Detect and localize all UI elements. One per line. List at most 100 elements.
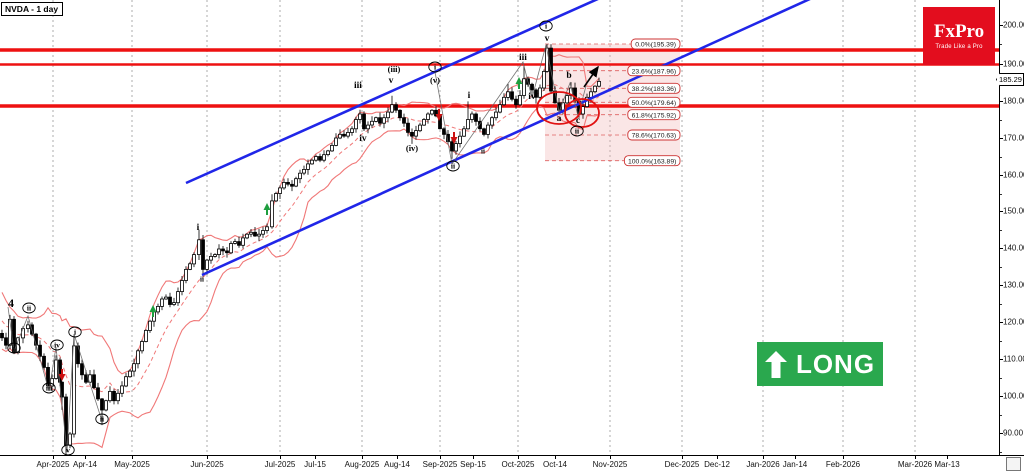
price-axis-tick	[1000, 285, 1003, 286]
candle-body	[26, 324, 30, 329]
price-axis-label: 150.00	[1003, 206, 1024, 216]
candle-body	[414, 130, 418, 137]
candle-body	[120, 385, 124, 394]
candle-body	[581, 106, 585, 115]
candle-body	[306, 163, 310, 170]
candle-body	[278, 187, 282, 194]
candle-body	[538, 87, 542, 98]
candle-body	[374, 117, 378, 122]
candle-body	[330, 144, 334, 152]
wave-label: 4	[8, 296, 14, 310]
fib-level-label-box[interactable]	[627, 82, 681, 94]
highlight-ellipse	[564, 98, 600, 128]
price-axis-tick	[1000, 211, 1003, 212]
candle-body	[217, 248, 221, 255]
price-axis-minor-tick	[1000, 340, 1002, 342]
price-chart[interactable]: 0.0%(195.39) 23.6%(187.96) 38.2%(183.36) 50…	[0, 0, 999, 455]
time-axis-tick	[843, 456, 844, 459]
price-axis-label: 190.00	[1003, 59, 1024, 69]
time-axis-label: Dec-2025	[664, 460, 700, 469]
axis-corner-widget[interactable]	[1006, 457, 1021, 471]
buy-arrow-icon	[515, 77, 523, 84]
sell-arrow-icon	[58, 374, 66, 381]
price-axis-label: 120.00	[1003, 317, 1024, 327]
wave-label-circle	[428, 61, 442, 73]
time-axis-label: Jan-14	[782, 460, 808, 469]
candle-body	[565, 95, 569, 104]
time-axis-label: Mar-13	[934, 460, 960, 469]
candle-body	[434, 109, 438, 117]
fib-level-label-box[interactable]	[627, 129, 681, 141]
fib-level-label: 23.6%(187.96)	[632, 68, 677, 75]
trend-channel-line[interactable]	[201, 0, 812, 277]
time-axis-tick	[555, 456, 556, 459]
candle-body	[21, 328, 25, 339]
price-axis[interactable]: 200.00 190.00 180.00 170.00 160.00 150.00 140.…	[999, 0, 1024, 455]
candle-body	[80, 363, 84, 376]
candle-body	[498, 104, 502, 113]
trend-channel-line[interactable]	[185, 0, 600, 185]
time-axis-label: Nov-2025	[592, 460, 628, 469]
time-axis-tick	[132, 456, 133, 459]
wave-label: c	[576, 116, 580, 126]
price-axis-minor-tick	[1000, 266, 1002, 268]
candle-body	[249, 231, 253, 235]
candle-body	[100, 398, 104, 411]
candle-body	[346, 131, 350, 137]
candle-body	[140, 341, 144, 352]
wave-label: iii	[46, 384, 52, 393]
candle-body	[398, 109, 402, 119]
candle-body	[156, 305, 160, 313]
candle-body	[530, 83, 534, 91]
time-axis-tick	[795, 456, 796, 459]
candle-body	[486, 124, 490, 135]
candle-body	[42, 355, 46, 368]
fib-level-label-box[interactable]	[627, 109, 681, 121]
wave-label: ii	[481, 147, 485, 155]
time-axis[interactable]: Apr-2025 Apr-14 May-2025 Jun-2025 Jul-2025 Ju…	[0, 455, 1024, 474]
wave-label-circle	[95, 413, 109, 425]
candle-body	[542, 71, 546, 89]
wave-label: a	[557, 114, 562, 124]
fib-level-label-box[interactable]	[630, 38, 681, 50]
candle-body	[148, 320, 152, 331]
price-axis-minor-tick	[1000, 414, 1002, 416]
candle-body	[430, 109, 434, 115]
fib-level-label-box[interactable]	[623, 155, 681, 167]
candle-body	[265, 226, 269, 231]
candle-body	[176, 291, 180, 304]
fib-level-label-box[interactable]	[627, 96, 681, 108]
candle-body	[96, 387, 100, 400]
wave-label: i	[13, 344, 15, 353]
candle-body	[192, 254, 196, 265]
fib-level-label: 78.6%(170.63)	[632, 133, 677, 140]
time-axis-label: Sep-15	[460, 460, 486, 469]
wave-label: v	[545, 34, 550, 44]
price-axis-minor-tick	[1000, 451, 1002, 453]
candle-body	[506, 91, 510, 98]
candle-body	[108, 390, 112, 402]
price-axis-tick	[1000, 25, 1003, 26]
candle-body	[92, 374, 96, 389]
candle-body	[354, 119, 358, 130]
candle-body	[426, 113, 430, 120]
candle-body	[72, 345, 76, 435]
candle-body	[597, 81, 601, 87]
time-axis-tick	[315, 456, 316, 459]
buy-arrow-icon	[149, 305, 157, 312]
candle-body	[370, 120, 374, 126]
price-axis-tick	[1000, 433, 1003, 434]
price-axis-tick	[1000, 101, 1003, 102]
time-axis-label: Aug-2025	[344, 460, 380, 469]
current-price-tag: 185.29	[996, 73, 1024, 86]
candle-body	[290, 183, 294, 187]
wave-label: (iii)	[388, 64, 401, 74]
fib-level-label-box[interactable]	[627, 65, 681, 77]
candle-body	[261, 230, 265, 235]
time-axis-tick	[85, 456, 86, 459]
candle-body	[225, 250, 229, 254]
candle-body	[534, 89, 538, 98]
wave-label: v	[66, 446, 70, 455]
long-signal-badge: LONG	[757, 342, 883, 386]
